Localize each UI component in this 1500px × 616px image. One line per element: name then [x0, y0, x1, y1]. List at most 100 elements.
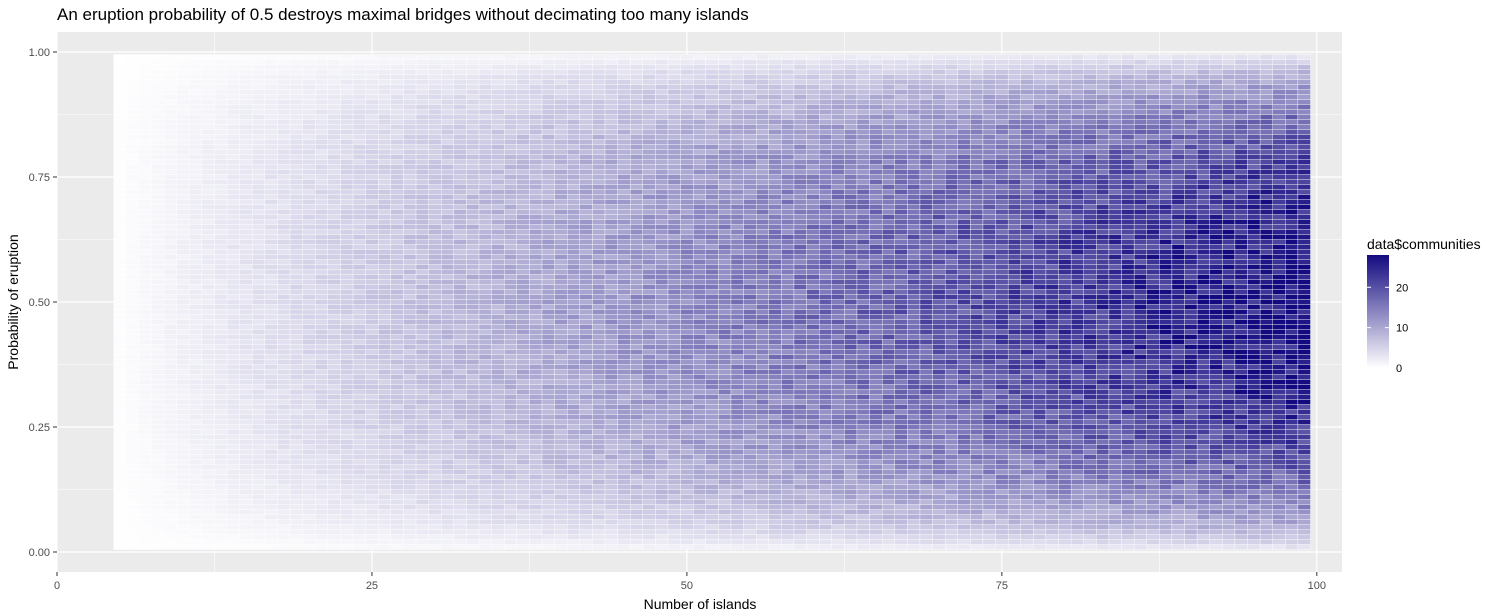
- heatmap-tile: [390, 129, 404, 135]
- heatmap-tile: [541, 139, 555, 145]
- heatmap-tile: [289, 374, 303, 380]
- heatmap-tile: [352, 334, 366, 340]
- heatmap-tile: [680, 164, 694, 170]
- heatmap-tile: [189, 429, 203, 435]
- heatmap-tile: [289, 504, 303, 510]
- heatmap-tile: [201, 129, 215, 135]
- heatmap-tile: [327, 444, 341, 450]
- heatmap-tile: [667, 359, 681, 365]
- heatmap-tile: [428, 139, 442, 145]
- heatmap-tile: [352, 319, 366, 325]
- heatmap-tile: [730, 434, 744, 440]
- heatmap-tile: [214, 209, 228, 215]
- heatmap-tile: [491, 244, 505, 250]
- heatmap-tile: [201, 104, 215, 110]
- heatmap-tile: [403, 499, 417, 505]
- heatmap-tile: [315, 509, 329, 515]
- heatmap-tile: [541, 414, 555, 420]
- heatmap-tile: [239, 434, 253, 440]
- heatmap-tile: [730, 234, 744, 240]
- heatmap-tile: [693, 474, 706, 480]
- heatmap-tile: [491, 544, 505, 550]
- heatmap-tile: [667, 74, 681, 80]
- heatmap-tile: [718, 324, 732, 330]
- heatmap-tile: [604, 324, 618, 330]
- heatmap-tile: [315, 159, 329, 165]
- heatmap-tile: [201, 184, 215, 190]
- heatmap-tile: [592, 419, 606, 425]
- heatmap-tile: [365, 144, 379, 150]
- heatmap-tile: [705, 139, 719, 145]
- heatmap-tile: [478, 544, 492, 550]
- heatmap-tile: [126, 89, 140, 95]
- heatmap-tile: [176, 199, 190, 205]
- heatmap-tile: [352, 149, 366, 155]
- heatmap-tile: [642, 274, 656, 280]
- heatmap-tile: [126, 449, 140, 455]
- heatmap-tile: [403, 434, 417, 440]
- heatmap-tile: [302, 139, 316, 145]
- heatmap-tile: [693, 299, 706, 305]
- heatmap-tile: [642, 314, 656, 320]
- heatmap-tile: [239, 384, 253, 390]
- heatmap-tile: [642, 474, 656, 480]
- heatmap-tile: [163, 359, 177, 365]
- heatmap-tile: [567, 64, 580, 70]
- heatmap-tile: [239, 409, 253, 415]
- heatmap-tile: [491, 489, 505, 495]
- heatmap-tile: [592, 74, 606, 80]
- heatmap-tile: [705, 504, 719, 510]
- heatmap-tile: [680, 544, 694, 550]
- heatmap-tile: [403, 159, 417, 165]
- heatmap-tile: [579, 539, 593, 545]
- heatmap-tile: [365, 469, 379, 475]
- heatmap-tile: [705, 364, 719, 370]
- heatmap-tile: [592, 69, 606, 75]
- heatmap-tile: [718, 154, 732, 160]
- heatmap-tile: [718, 174, 732, 180]
- heatmap-tile: [730, 299, 744, 305]
- heatmap-tile: [630, 429, 643, 435]
- heatmap-tile: [617, 59, 631, 65]
- heatmap-tile: [214, 189, 228, 195]
- heatmap-tile: [113, 269, 127, 275]
- heatmap-tile: [617, 404, 631, 410]
- heatmap-tile: [151, 224, 165, 230]
- heatmap-tile: [289, 234, 303, 240]
- heatmap-tile: [693, 404, 706, 410]
- heatmap-tile: [264, 249, 278, 255]
- heatmap-tile: [630, 99, 643, 105]
- heatmap-tile: [176, 399, 190, 405]
- heatmap-tile: [466, 494, 480, 500]
- heatmap-tile: [214, 94, 228, 100]
- heatmap-tile: [705, 144, 719, 150]
- heatmap-tile: [365, 104, 379, 110]
- heatmap-tile: [554, 104, 568, 110]
- heatmap-tile: [730, 164, 744, 170]
- heatmap-tile: [680, 129, 694, 135]
- heatmap-tile: [604, 464, 618, 470]
- heatmap-tile: [592, 89, 606, 95]
- heatmap-tile: [567, 74, 580, 80]
- heatmap-tile: [466, 474, 480, 480]
- heatmap-tile: [151, 429, 165, 435]
- heatmap-tile: [630, 129, 643, 135]
- heatmap-tile: [529, 504, 543, 510]
- heatmap-tile: [504, 384, 518, 390]
- heatmap-tile: [743, 474, 757, 480]
- heatmap-tile: [630, 259, 643, 265]
- heatmap-tile: [567, 394, 580, 400]
- heatmap-tile: [529, 539, 543, 545]
- heatmap-tile: [693, 289, 706, 295]
- heatmap-tile: [617, 319, 631, 325]
- heatmap-tile: [390, 69, 404, 75]
- heatmap-tile: [138, 459, 152, 465]
- heatmap-tile: [478, 344, 492, 350]
- heatmap-tile: [415, 254, 429, 260]
- heatmap-tile: [705, 154, 719, 160]
- heatmap-tile: [441, 444, 455, 450]
- heatmap-tile: [743, 499, 757, 505]
- heatmap-tile: [138, 534, 152, 540]
- heatmap-tile: [327, 159, 341, 165]
- heatmap-tile: [138, 319, 152, 325]
